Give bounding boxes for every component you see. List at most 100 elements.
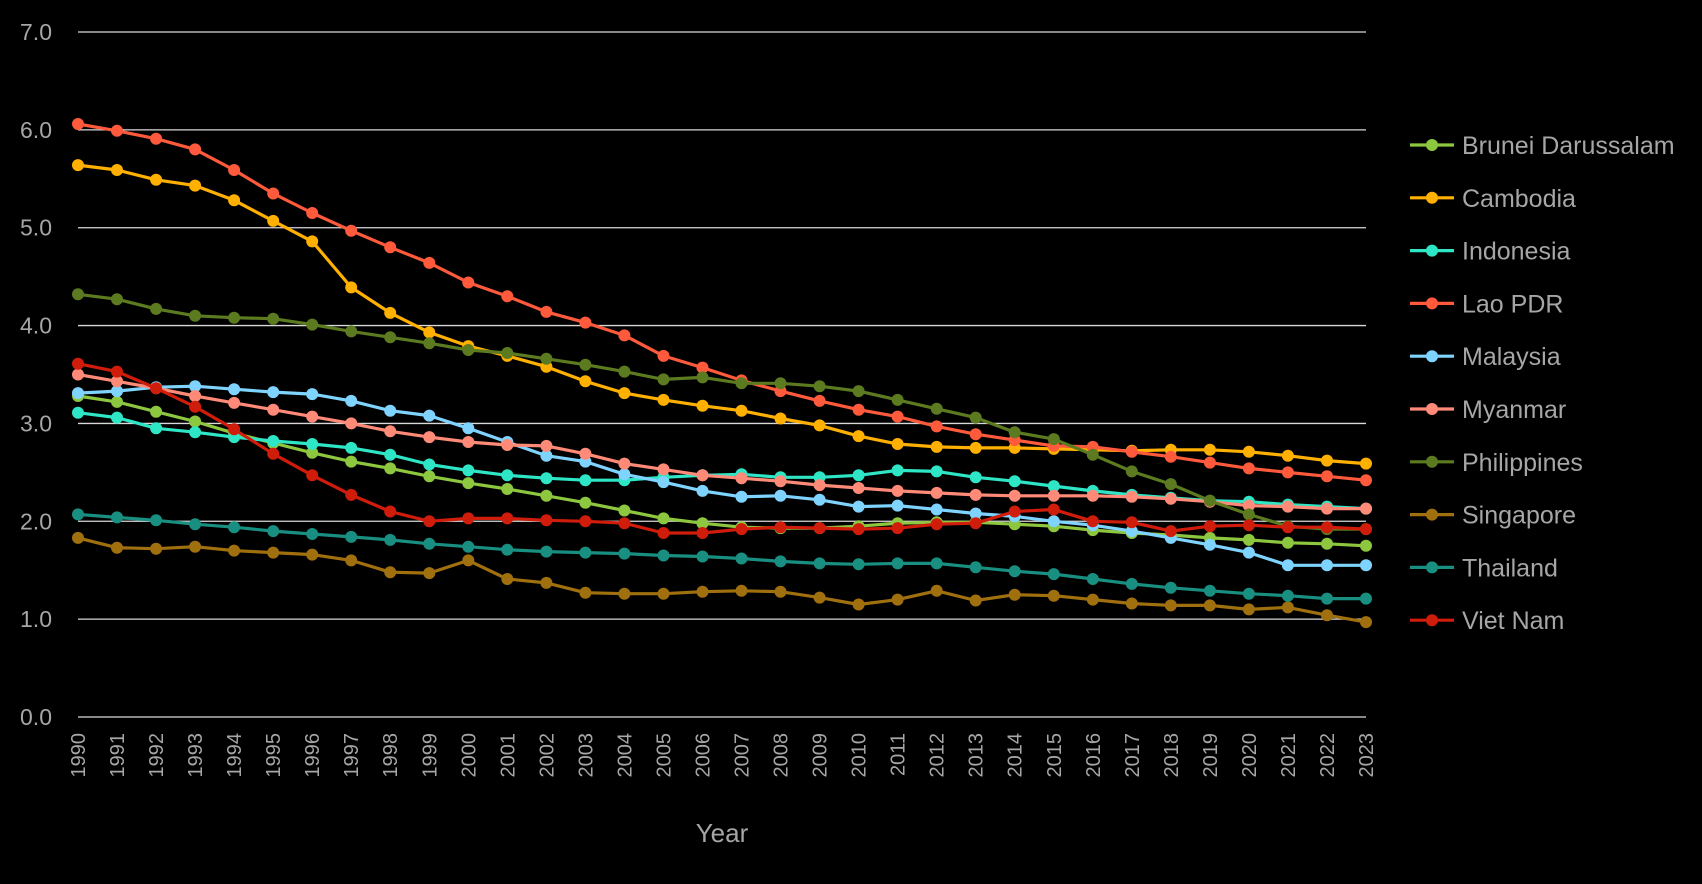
data-point xyxy=(228,521,241,534)
data-point xyxy=(540,352,553,365)
data-point xyxy=(1086,489,1099,502)
data-point xyxy=(1125,577,1138,590)
data-point xyxy=(969,411,982,424)
data-point xyxy=(345,530,358,543)
data-point xyxy=(1047,433,1060,446)
data-point xyxy=(384,533,397,546)
data-point xyxy=(72,159,84,172)
data-point xyxy=(852,558,865,571)
x-tick-label: 1997 xyxy=(341,733,363,778)
data-point xyxy=(696,484,709,497)
data-point xyxy=(423,458,436,471)
series-line xyxy=(77,394,1367,548)
data-point xyxy=(540,576,553,589)
data-point xyxy=(306,235,319,248)
data-point xyxy=(1008,475,1021,488)
data-point xyxy=(930,584,943,597)
data-point xyxy=(540,489,553,502)
data-point xyxy=(462,436,475,448)
data-point xyxy=(501,290,514,303)
data-point xyxy=(930,503,943,516)
data-point xyxy=(1008,588,1021,601)
data-point xyxy=(1281,521,1294,534)
data-point xyxy=(618,468,631,481)
data-point xyxy=(189,415,202,428)
data-point xyxy=(1164,581,1177,594)
legend-item: Brunei Darussalam xyxy=(1410,132,1675,160)
legend-item: Philippines xyxy=(1410,449,1583,477)
x-tick-label: 2018 xyxy=(1161,733,1183,778)
x-tick-label: 1991 xyxy=(107,733,129,778)
data-point xyxy=(657,527,670,539)
x-tick-label: 2000 xyxy=(458,733,480,778)
data-point xyxy=(384,566,397,579)
data-point xyxy=(189,390,202,402)
x-axis-title: Year xyxy=(696,818,749,848)
data-point xyxy=(579,474,592,487)
data-point xyxy=(111,511,123,524)
data-point xyxy=(345,441,358,454)
data-point xyxy=(813,479,826,492)
data-point xyxy=(618,504,631,517)
legend-marker xyxy=(1426,139,1438,151)
data-point xyxy=(696,469,709,482)
legend-item: Indonesia xyxy=(1410,238,1571,266)
data-point xyxy=(1203,494,1216,507)
data-point xyxy=(384,505,397,518)
data-point xyxy=(150,542,163,555)
data-point xyxy=(852,385,865,398)
data-point xyxy=(1047,589,1060,602)
data-point xyxy=(1242,445,1255,458)
data-point xyxy=(189,540,202,553)
data-point xyxy=(228,194,241,207)
data-point xyxy=(1086,448,1099,461)
legend-item: Cambodia xyxy=(1410,185,1576,213)
data-point xyxy=(111,365,123,378)
data-point xyxy=(384,306,397,319)
data-point xyxy=(1125,465,1138,478)
data-point xyxy=(1281,449,1294,462)
data-point xyxy=(618,457,631,470)
data-point xyxy=(735,490,748,503)
data-point xyxy=(1242,499,1255,512)
x-tick-label: 2008 xyxy=(771,733,793,778)
data-point xyxy=(657,463,670,476)
data-point xyxy=(1360,616,1372,629)
data-point xyxy=(267,386,280,399)
data-point xyxy=(462,477,475,490)
data-point xyxy=(930,402,943,415)
legend-label: Thailand xyxy=(1462,554,1558,582)
data-point xyxy=(774,489,787,502)
data-point xyxy=(657,373,670,386)
data-point xyxy=(1125,490,1138,503)
data-point xyxy=(501,512,514,525)
data-point xyxy=(1321,609,1333,622)
data-point xyxy=(891,557,904,570)
data-point xyxy=(1242,603,1255,616)
data-point xyxy=(1047,489,1060,502)
y-tick-label: 4.0 xyxy=(20,313,52,339)
data-point xyxy=(852,430,865,443)
data-point xyxy=(384,462,397,475)
data-point xyxy=(618,365,631,378)
data-point xyxy=(891,464,904,477)
data-point xyxy=(150,405,163,418)
data-point xyxy=(228,164,241,176)
data-point xyxy=(150,422,163,435)
data-point xyxy=(423,256,436,269)
data-point xyxy=(969,471,982,484)
data-point xyxy=(1242,508,1255,521)
data-point xyxy=(696,527,709,539)
data-point xyxy=(72,357,84,370)
x-axis-ticks: 1990 1991 1992 1993 1994 1995 1996 1997 1998 1999… xyxy=(68,733,1378,778)
data-point xyxy=(540,305,553,318)
data-point xyxy=(579,496,592,509)
data-point xyxy=(1360,502,1372,515)
data-point xyxy=(501,469,514,482)
data-point xyxy=(735,472,748,485)
data-point xyxy=(1360,539,1372,552)
data-point xyxy=(657,512,670,525)
data-point xyxy=(1047,503,1060,516)
data-point xyxy=(1242,519,1255,532)
y-tick-label: 1.0 xyxy=(20,606,52,632)
